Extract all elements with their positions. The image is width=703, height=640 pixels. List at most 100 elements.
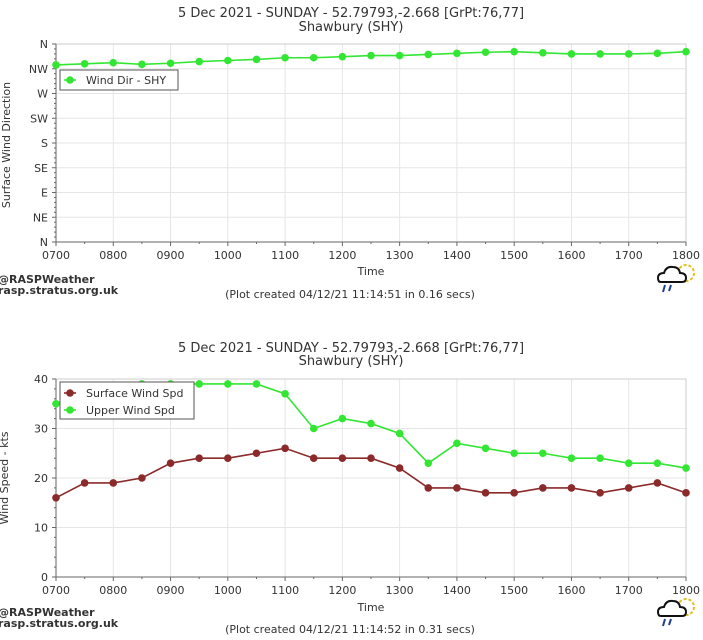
chart1-title: 5 Dec 2021 - SUNDAY - 52.79793,-2.668 [G… <box>178 6 524 21</box>
wind-speed-chart: 5 Dec 2021 - SUNDAY - 52.79793,-2.668 [G… <box>0 341 700 636</box>
c2-point-surface-wind-spd <box>510 489 518 497</box>
c1-point-wind-dir-shy <box>80 60 89 68</box>
c1-x-tick-label: 1600 <box>557 249 585 262</box>
c1-point-wind-dir-shy <box>424 50 433 59</box>
c2-point-surface-wind-spd <box>481 489 490 497</box>
c2-point-surface-wind-spd <box>567 484 576 492</box>
c1-point-wind-dir-shy <box>367 51 375 60</box>
c2-point-upper-wind-spd <box>309 424 318 433</box>
c1-x-tick-label: 1400 <box>443 249 471 262</box>
chart1-y-ticks: N NW W SW S SE E NE N <box>29 38 56 249</box>
c1-point-wind-dir-shy <box>624 50 633 58</box>
c1-x-tick-label: 1000 <box>214 249 242 262</box>
c1-point-wind-dir-shy <box>224 56 232 65</box>
chart2-x-ticks: 0700 0800 0900 1000 1100 1200 1300 1400 1500 1600… <box>42 577 700 597</box>
chart2-footer: (Plot created 04/12/21 11:14:52 in 0.31 … <box>225 623 475 636</box>
chart2-legend-marker-upper <box>66 406 74 414</box>
c2-x-tick-label: 1500 <box>500 584 528 597</box>
c2-point-upper-wind-spd <box>453 439 461 448</box>
cloud-rain-sun-icon <box>656 598 695 627</box>
chart1-legend-box <box>59 69 179 91</box>
chart1-legend-label-wind-dir: Wind Dir - SHY <box>86 74 166 87</box>
c1-point-wind-dir-shy <box>52 61 60 69</box>
c1-point-wind-dir-shy <box>395 51 404 60</box>
c2-point-upper-wind-spd <box>338 414 347 423</box>
chart1-footer: (Plot created 04/12/21 11:14:51 in 0.16 … <box>225 288 475 301</box>
c1-y-tick-label: S <box>41 137 48 150</box>
chart1-watermark-line2: rasp.stratus.org.uk <box>0 284 119 297</box>
chart1-legend-marker-wind-dir <box>66 76 74 84</box>
c2-point-surface-wind-spd <box>309 454 318 462</box>
c2-point-upper-wind-spd <box>224 380 232 388</box>
c1-point-wind-dir-shy <box>166 59 175 68</box>
c1-x-tick-label: 0700 <box>42 249 70 262</box>
c2-point-surface-wind-spd <box>596 489 604 497</box>
c1-x-tick-label: 1800 <box>672 249 700 262</box>
c1-y-tick-label: NE <box>33 211 48 224</box>
c2-x-tick-label: 0800 <box>99 584 127 597</box>
c2-y-tick-label: 10 <box>34 522 48 535</box>
chart2-watermark-line2: rasp.stratus.org.uk <box>0 617 119 630</box>
c1-y-tick-label: SW <box>30 112 48 125</box>
chart2-legend-label-surface: Surface Wind Spd <box>86 387 184 400</box>
chart1-legend: Wind Dir - SHY <box>59 69 179 91</box>
c2-point-upper-wind-spd <box>539 449 547 458</box>
c1-point-wind-dir-shy <box>453 49 461 58</box>
c2-point-upper-wind-spd <box>424 459 433 467</box>
c2-point-surface-wind-spd <box>539 484 547 492</box>
c2-x-tick-label: 1600 <box>557 584 585 597</box>
c2-point-surface-wind-spd <box>395 464 404 472</box>
c1-x-tick-label: 1700 <box>615 249 643 262</box>
c1-point-wind-dir-shy <box>481 48 490 57</box>
c1-x-tick-label: 1300 <box>386 249 414 262</box>
c1-x-tick-label: 0800 <box>99 249 127 262</box>
c1-point-wind-dir-shy <box>539 49 547 57</box>
c2-point-surface-wind-spd <box>52 494 60 502</box>
c2-x-tick-label: 1400 <box>443 584 471 597</box>
c1-point-wind-dir-shy <box>252 55 261 64</box>
c2-point-upper-wind-spd <box>395 429 404 438</box>
c2-x-tick-label: 1800 <box>672 584 700 597</box>
chart2-y-ticks: 40 30 20 10 0 <box>34 373 56 584</box>
c2-x-tick-label: 1200 <box>328 584 356 597</box>
c1-point-wind-dir-shy <box>109 58 118 67</box>
c2-x-tick-label: 0900 <box>157 584 185 597</box>
c1-point-wind-dir-shy <box>138 60 146 69</box>
c2-y-tick-label: 30 <box>34 423 48 436</box>
c2-x-tick-label: 1000 <box>214 584 242 597</box>
c2-point-surface-wind-spd <box>80 479 89 487</box>
chart1-watermark-line1: @RASPWeather <box>0 273 95 286</box>
c1-point-wind-dir-shy <box>338 52 347 61</box>
chart2-y-axis-label: Wind Speed - kts <box>0 431 11 524</box>
c1-point-wind-dir-shy <box>309 53 318 62</box>
c1-point-wind-dir-shy <box>195 57 203 66</box>
c2-x-tick-label: 1300 <box>386 584 414 597</box>
c2-point-surface-wind-spd <box>281 444 289 453</box>
c2-point-upper-wind-spd <box>367 419 375 428</box>
chart2-legend-box <box>59 381 195 420</box>
c1-x-tick-label: 1500 <box>500 249 528 262</box>
chart2-legend-label-upper: Upper Wind Spd <box>86 404 175 417</box>
cloud-rain-sun-icon <box>656 264 695 293</box>
c1-x-tick-label: 0900 <box>157 249 185 262</box>
c2-point-surface-wind-spd <box>338 454 347 462</box>
chart2-title: 5 Dec 2021 - SUNDAY - 52.79793,-2.668 [G… <box>178 341 524 356</box>
c1-y-tick-label: N <box>40 236 48 249</box>
c2-point-surface-wind-spd <box>224 454 232 462</box>
c2-point-surface-wind-spd <box>138 474 146 482</box>
c2-point-surface-wind-spd <box>653 479 662 487</box>
c1-y-tick-label: SE <box>34 162 48 175</box>
c2-point-surface-wind-spd <box>624 484 633 492</box>
c2-point-upper-wind-spd <box>510 449 518 458</box>
chart1-x-ticks: 0700 0800 0900 1000 1100 1200 1300 1400 1500 1600… <box>42 242 700 262</box>
chart2-x-axis-label: Time <box>357 601 385 614</box>
c1-y-tick-label: N <box>40 38 48 51</box>
c2-x-tick-label: 1100 <box>271 584 299 597</box>
c2-point-upper-wind-spd <box>567 454 576 462</box>
chart2-watermark-line1: @RASPWeather <box>0 606 95 619</box>
c1-point-wind-dir-shy <box>653 49 662 58</box>
c2-y-tick-label: 20 <box>34 472 48 485</box>
c2-x-tick-label: 0700 <box>42 584 70 597</box>
c1-point-wind-dir-shy <box>596 50 604 58</box>
c2-point-upper-wind-spd <box>653 459 662 467</box>
